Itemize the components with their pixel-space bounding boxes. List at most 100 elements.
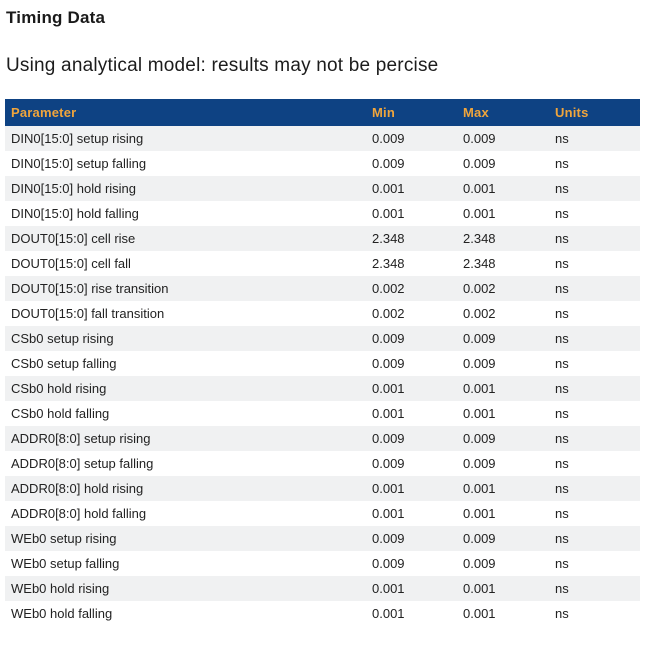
cell-parameter: DIN0[15:0] hold falling xyxy=(11,206,139,221)
cell-max: 0.009 xyxy=(463,356,496,371)
cell-min: 0.001 xyxy=(372,581,405,596)
page-title: Timing Data xyxy=(6,8,106,27)
cell-min: 0.001 xyxy=(372,406,405,421)
cell-min: 0.009 xyxy=(372,456,405,471)
table-row: ADDR0[8:0] hold falling 0.001 0.001 ns xyxy=(5,501,640,526)
cell-units: ns xyxy=(555,206,569,221)
table-row: CSb0 hold rising 0.001 0.001 ns xyxy=(5,376,640,401)
cell-units: ns xyxy=(555,606,569,621)
cell-units: ns xyxy=(555,331,569,346)
cell-min: 0.001 xyxy=(372,506,405,521)
cell-min: 0.009 xyxy=(372,331,405,346)
table-row: WEb0 setup falling 0.009 0.009 ns xyxy=(5,551,640,576)
table-row: DIN0[15:0] setup rising 0.009 0.009 ns xyxy=(5,126,640,151)
table-row: DOUT0[15:0] cell fall 2.348 2.348 ns xyxy=(5,251,640,276)
cell-min: 0.001 xyxy=(372,381,405,396)
table-row: DOUT0[15:0] fall transition 0.002 0.002 ns xyxy=(5,301,640,326)
column-header-parameter: Parameter xyxy=(5,99,366,126)
column-header-min: Min xyxy=(366,99,457,126)
cell-min: 0.009 xyxy=(372,531,405,546)
table-row: DIN0[15:0] hold falling 0.001 0.001 ns xyxy=(5,201,640,226)
cell-min: 0.001 xyxy=(372,481,405,496)
cell-min: 2.348 xyxy=(372,256,405,271)
cell-parameter: DIN0[15:0] setup falling xyxy=(11,156,147,171)
cell-parameter: CSb0 hold falling xyxy=(11,406,110,421)
cell-max: 0.001 xyxy=(463,481,496,496)
cell-parameter: DOUT0[15:0] rise transition xyxy=(11,281,169,296)
table-row: ADDR0[8:0] setup rising 0.009 0.009 ns xyxy=(5,426,640,451)
cell-parameter: ADDR0[8:0] hold rising xyxy=(11,481,144,496)
cell-units: ns xyxy=(555,506,569,521)
table-row: WEb0 hold falling 0.001 0.001 ns xyxy=(5,601,640,626)
page-subtitle: Using analytical model: results may not … xyxy=(6,55,439,76)
cell-units: ns xyxy=(555,156,569,171)
cell-max: 0.001 xyxy=(463,406,496,421)
cell-min: 0.001 xyxy=(372,181,405,196)
column-header-max: Max xyxy=(457,99,549,126)
cell-units: ns xyxy=(555,581,569,596)
table-row: DIN0[15:0] setup falling 0.009 0.009 ns xyxy=(5,151,640,176)
cell-units: ns xyxy=(555,406,569,421)
cell-max: 2.348 xyxy=(463,231,496,246)
cell-parameter: ADDR0[8:0] setup falling xyxy=(11,456,154,471)
cell-units: ns xyxy=(555,556,569,571)
cell-parameter: DIN0[15:0] setup rising xyxy=(11,131,144,146)
cell-units: ns xyxy=(555,131,569,146)
table-row: WEb0 hold rising 0.001 0.001 ns xyxy=(5,576,640,601)
cell-max: 0.009 xyxy=(463,531,496,546)
cell-max: 0.009 xyxy=(463,156,496,171)
cell-units: ns xyxy=(555,306,569,321)
cell-parameter: DOUT0[15:0] cell fall xyxy=(11,256,131,271)
table-row: CSb0 hold falling 0.001 0.001 ns xyxy=(5,401,640,426)
cell-units: ns xyxy=(555,531,569,546)
table-row: DOUT0[15:0] rise transition 0.002 0.002 ns xyxy=(5,276,640,301)
cell-min: 0.002 xyxy=(372,281,405,296)
cell-parameter: CSb0 setup rising xyxy=(11,331,114,346)
cell-min: 0.009 xyxy=(372,131,405,146)
cell-parameter: WEb0 setup falling xyxy=(11,556,120,571)
table-row: DOUT0[15:0] cell rise 2.348 2.348 ns xyxy=(5,226,640,251)
timing-table-body: DIN0[15:0] setup rising 0.009 0.009 ns DIN0[… xyxy=(5,126,640,626)
cell-units: ns xyxy=(555,281,569,296)
cell-max: 0.009 xyxy=(463,331,496,346)
cell-parameter: DOUT0[15:0] cell rise xyxy=(11,231,136,246)
cell-min: 0.002 xyxy=(372,306,405,321)
cell-parameter: CSb0 setup falling xyxy=(11,356,117,371)
cell-max: 0.001 xyxy=(463,606,496,621)
cell-parameter: WEb0 setup rising xyxy=(11,531,117,546)
cell-min: 0.009 xyxy=(372,431,405,446)
table-row: DIN0[15:0] hold rising 0.001 0.001 ns xyxy=(5,176,640,201)
table-header-row: Parameter Min Max Units xyxy=(5,99,640,126)
cell-max: 0.001 xyxy=(463,181,496,196)
cell-units: ns xyxy=(555,481,569,496)
cell-max: 0.001 xyxy=(463,581,496,596)
cell-parameter: CSb0 hold rising xyxy=(11,381,107,396)
cell-units: ns xyxy=(555,181,569,196)
cell-max: 0.009 xyxy=(463,131,496,146)
cell-max: 0.009 xyxy=(463,556,496,571)
cell-max: 0.009 xyxy=(463,456,496,471)
cell-units: ns xyxy=(555,381,569,396)
cell-units: ns xyxy=(555,431,569,446)
table-row: CSb0 setup falling 0.009 0.009 ns xyxy=(5,351,640,376)
cell-parameter: ADDR0[8:0] hold falling xyxy=(11,506,147,521)
cell-units: ns xyxy=(555,231,569,246)
cell-min: 2.348 xyxy=(372,231,405,246)
timing-data-table: Parameter Min Max Units DIN0[15:0] setup… xyxy=(5,99,640,626)
column-header-units: Units xyxy=(549,99,640,126)
cell-max: 2.348 xyxy=(463,256,496,271)
cell-parameter: WEb0 hold falling xyxy=(11,606,113,621)
table-row: WEb0 setup rising 0.009 0.009 ns xyxy=(5,526,640,551)
table-row: CSb0 setup rising 0.009 0.009 ns xyxy=(5,326,640,351)
table-header: Parameter Min Max Units xyxy=(5,99,640,126)
cell-min: 0.001 xyxy=(372,606,405,621)
cell-max: 0.002 xyxy=(463,281,496,296)
cell-min: 0.009 xyxy=(372,156,405,171)
cell-min: 0.001 xyxy=(372,206,405,221)
cell-parameter: ADDR0[8:0] setup rising xyxy=(11,431,151,446)
cell-units: ns xyxy=(555,256,569,271)
cell-max: 0.002 xyxy=(463,306,496,321)
table-row: ADDR0[8:0] setup falling 0.009 0.009 ns xyxy=(5,451,640,476)
cell-parameter: WEb0 hold rising xyxy=(11,581,110,596)
cell-max: 0.009 xyxy=(463,431,496,446)
